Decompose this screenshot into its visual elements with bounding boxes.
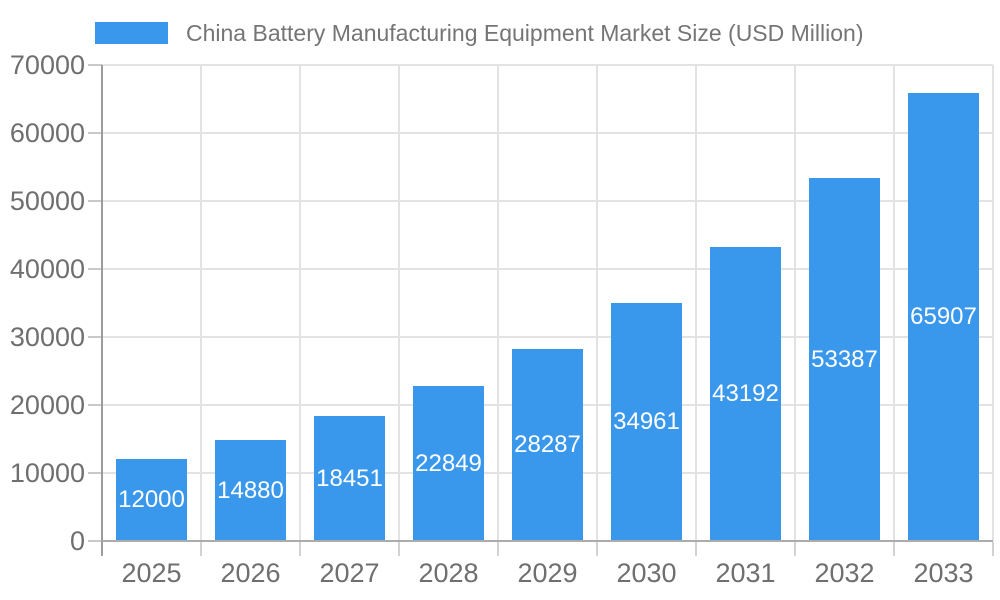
y-axis-label: 60000 [9, 118, 85, 148]
bar-value-label: 22849 [415, 449, 482, 477]
h-gridline [102, 268, 993, 270]
bar[interactable]: 28287 [512, 349, 583, 541]
y-axis-tick [88, 336, 102, 338]
v-gridline [299, 65, 301, 541]
bar-value-label: 12000 [118, 486, 185, 513]
y-axis-label: 50000 [9, 186, 85, 216]
bar[interactable]: 22849 [413, 386, 484, 541]
x-axis-label: 2028 [418, 558, 479, 588]
bar-value-label: 28287 [514, 431, 581, 458]
h-gridline [102, 132, 993, 134]
y-axis-tick [88, 404, 102, 406]
v-gridline [497, 65, 499, 541]
v-gridline [200, 65, 202, 541]
x-axis-tick [299, 542, 301, 556]
x-axis-tick [893, 542, 895, 556]
v-gridline [398, 65, 400, 541]
h-gridline [102, 64, 993, 66]
y-axis-tick [88, 132, 102, 134]
bar-value-label: 65907 [910, 303, 977, 330]
y-axis-tick [88, 472, 102, 474]
y-axis-label: 40000 [9, 254, 85, 284]
bar[interactable]: 34961 [611, 303, 682, 541]
y-axis-line [101, 65, 103, 556]
y-axis-label: 0 [69, 526, 85, 556]
bar-value-label: 34961 [613, 408, 680, 435]
x-axis-tick [398, 542, 400, 556]
x-axis-tick [200, 542, 202, 556]
legend-item[interactable]: China Battery Manufacturing Equipment Ma… [95, 20, 864, 46]
chart-title: China Battery Manufacturing Equipment Ma… [186, 19, 864, 46]
bar-value-label: 18451 [316, 464, 383, 492]
x-axis-label: 2030 [616, 558, 677, 588]
bar-value-label: 14880 [217, 476, 284, 504]
v-gridline [695, 65, 697, 541]
y-axis-tick [88, 64, 102, 66]
legend-swatch [95, 22, 168, 44]
v-gridline [596, 65, 598, 541]
x-axis-tick [992, 542, 994, 556]
x-axis-label: 2029 [517, 558, 578, 588]
y-axis-tick [88, 540, 102, 542]
x-axis-label: 2027 [319, 558, 380, 588]
bar[interactable]: 12000 [116, 459, 187, 541]
x-axis-tick [695, 542, 697, 556]
x-axis-label: 2032 [814, 558, 875, 588]
x-axis-label: 2031 [715, 558, 776, 588]
bar[interactable]: 14880 [215, 440, 286, 541]
x-axis-tick [794, 542, 796, 556]
y-axis-label: 10000 [9, 458, 85, 488]
bar[interactable]: 18451 [314, 416, 385, 541]
bar[interactable]: 65907 [908, 93, 979, 541]
x-axis-label: 2033 [913, 558, 974, 588]
x-axis-label: 2026 [220, 558, 281, 588]
x-axis-tick [596, 542, 598, 556]
x-axis-label: 2025 [121, 558, 182, 588]
v-gridline [794, 65, 796, 541]
h-gridline [102, 336, 993, 338]
v-gridline [893, 65, 895, 541]
v-gridline [992, 65, 994, 541]
h-gridline [102, 200, 993, 202]
bar-value-label: 53387 [811, 345, 878, 373]
y-axis-tick [88, 268, 102, 270]
y-axis-tick [88, 200, 102, 202]
bar-value-label: 43192 [712, 380, 779, 407]
x-axis-tick [497, 542, 499, 556]
bar[interactable]: 53387 [809, 178, 880, 541]
bar[interactable]: 43192 [710, 247, 781, 541]
y-axis-label: 70000 [9, 50, 85, 80]
y-axis-label: 30000 [9, 322, 85, 352]
x-axis-line [102, 540, 993, 542]
y-axis-label: 20000 [9, 390, 85, 420]
